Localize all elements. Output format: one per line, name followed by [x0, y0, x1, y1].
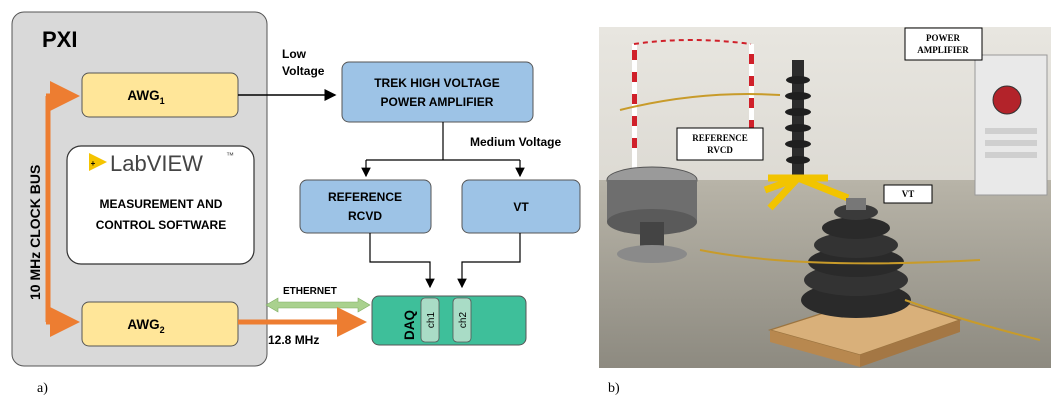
trek-label-2: POWER AMPLIFIER [381, 95, 494, 109]
reference-label-2: RCVD [348, 209, 382, 223]
reference-rvcd-device [606, 166, 698, 263]
low-voltage-label-2: Voltage [282, 64, 325, 78]
power-amplifier-dial [992, 85, 1022, 115]
clock-bus-label: 10 MHz CLOCK BUS [27, 165, 43, 300]
svg-text:POWER: POWER [926, 33, 961, 43]
ethernet-label: ETHERNET [283, 286, 337, 297]
vt-box [461, 179, 581, 234]
hv-insulator [763, 60, 850, 211]
awg1-label: AWG1 [127, 88, 164, 106]
power-amplifier-cabinet [974, 54, 1048, 196]
trek-amplifier-box [341, 61, 534, 123]
daq-ch2-slot [452, 297, 472, 343]
label-vt: VT [883, 184, 933, 204]
labview-box [66, 145, 255, 265]
trek-split-line [366, 122, 520, 161]
clock-freq-label: 12.8 MHz [268, 333, 319, 347]
awg1-box [81, 72, 239, 118]
reference-label-1: REFERENCE [328, 190, 402, 204]
reference-to-ch1 [369, 233, 435, 289]
daq-label: DAQ [402, 310, 417, 340]
labview-tm: ™ [226, 151, 234, 160]
labview-logo: + LabVIEW ™ [89, 151, 234, 176]
panel-b-photo: POWER AMPLIFIER REFERENCE RVCD VT b) [599, 27, 1051, 396]
svg-text:REFERENCE: REFERENCE [692, 133, 748, 143]
reference-rcvd-box [299, 179, 432, 234]
low-voltage-label-1: Low [282, 47, 307, 61]
ethernet-arrow [265, 297, 371, 313]
vt-device [767, 198, 962, 367]
labview-arrow-icon [89, 153, 107, 171]
trek-label-1: TREK HIGH VOLTAGE [374, 76, 500, 90]
label-power-amplifier: POWER AMPLIFIER [904, 27, 983, 61]
daq-box [371, 295, 527, 346]
daq-ch1-label: ch1 [426, 312, 437, 329]
panel-a-caption: a) [37, 381, 48, 396]
svg-text:+: + [91, 159, 96, 168]
label-reference-rvcd: REFERENCE RVCD [676, 127, 764, 161]
svg-text:RVCD: RVCD [707, 145, 733, 155]
labview-logo-text: LabVIEW [110, 151, 203, 176]
labview-desc-line2: CONTROL SOFTWARE [96, 218, 226, 232]
svg-text:VT: VT [902, 189, 915, 199]
vt-label: VT [513, 200, 529, 214]
awg2-label: AWG2 [127, 317, 164, 335]
medium-voltage-label: Medium Voltage [470, 135, 561, 149]
daq-ch2-label: ch2 [458, 312, 469, 329]
cables [619, 93, 1041, 341]
panel-a-diagram: PXI 10 MHz CLOCK BUS AWG1 + LabVIEW ™ ME… [11, 11, 581, 396]
daq-ch1-slot [420, 297, 440, 343]
awg2-box [81, 301, 239, 347]
svg-text:AMPLIFIER: AMPLIFIER [917, 45, 969, 55]
panel-b-caption: b) [608, 381, 620, 396]
labview-desc-line1: MEASUREMENT AND [100, 197, 223, 211]
vt-to-ch2 [457, 233, 521, 289]
pxi-title: PXI [42, 27, 77, 52]
